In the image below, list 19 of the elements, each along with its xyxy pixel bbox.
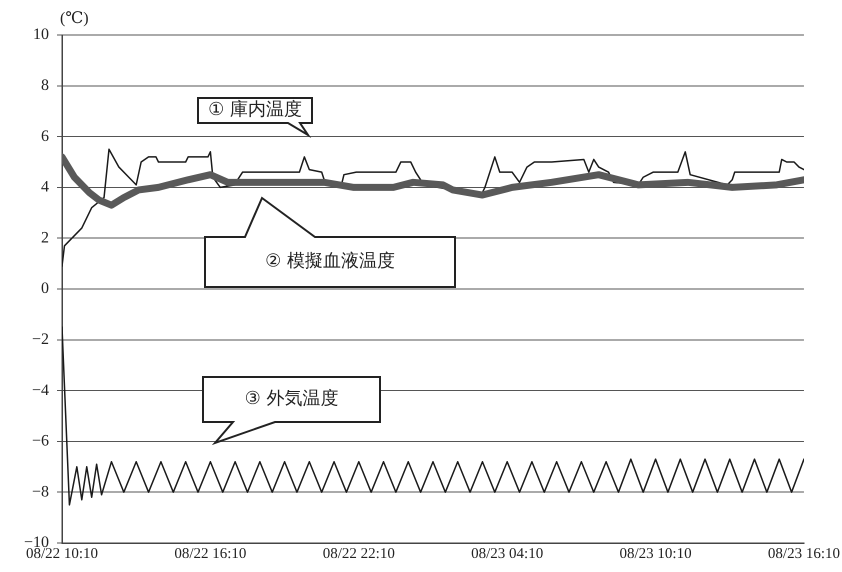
y-tick-label: −4 — [32, 382, 49, 399]
x-tick-label: 08/22 22:10 — [322, 546, 395, 562]
annotation: ① 庫内温度 — [208, 99, 302, 120]
y-tick-label: 10 — [33, 26, 49, 44]
y-tick-label: −2 — [32, 331, 49, 348]
y-tick-label: 2 — [41, 229, 49, 246]
x-tick-label: 08/22 16:10 — [174, 546, 246, 562]
x-tick-label: 08/23 04:10 — [471, 546, 544, 562]
y-tick-label: 6 — [41, 128, 49, 145]
annotation: ③ 外気温度 — [244, 388, 338, 410]
y-tick-label: 4 — [41, 178, 49, 196]
y-tick-label: −8 — [32, 483, 49, 500]
y-axis-title: (℃) — [60, 10, 89, 28]
x-tick-label: 08/23 16:10 — [768, 546, 840, 562]
y-tick-label: 0 — [41, 280, 49, 298]
y-tick-label: 8 — [41, 77, 49, 94]
x-tick-label: 08/23 10:10 — [620, 546, 692, 562]
annotation: ② 模擬血液温度 — [265, 250, 395, 272]
y-tick-label: −6 — [32, 432, 49, 450]
